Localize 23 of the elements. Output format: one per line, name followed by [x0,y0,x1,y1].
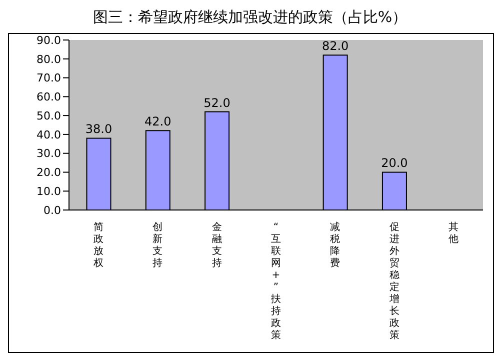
data-label: 38.0 [85,122,112,136]
y-tick-label: 50.0 [36,109,61,122]
x-tick-label: 创新支持 [152,221,163,269]
data-label: 20.0 [381,156,408,170]
category-label: 促进外贸稳定增长政策 [389,222,400,341]
x-tick-label: 减税降费 [330,221,340,269]
y-tick-label: 60.0 [36,90,61,104]
y-tick-label: 30.0 [36,147,61,160]
data-label: 52.0 [204,96,230,110]
y-tick-label: 10.0 [36,185,61,198]
category-label: “互联网+”扶持政策 [271,222,281,341]
y-tick-label: 90.0 [36,34,61,47]
y-tick-label: 0.0 [44,204,61,217]
data-label: 82.0 [322,39,349,54]
x-tick-label: 简政放权 [92,221,104,269]
y-tick-label: 20.0 [36,166,61,180]
data-label: 42.0 [144,114,172,129]
y-tick-label: 40.0 [36,128,61,142]
x-tick-label: 其他 [448,221,458,245]
chart-title: 图三：希望政府继续加强改进的政策（占比%） [92,8,408,27]
y-tick-label: 70.0 [36,72,61,85]
y-tick-label: 80.0 [36,52,61,66]
x-tick-label: 金融支持 [212,221,222,269]
